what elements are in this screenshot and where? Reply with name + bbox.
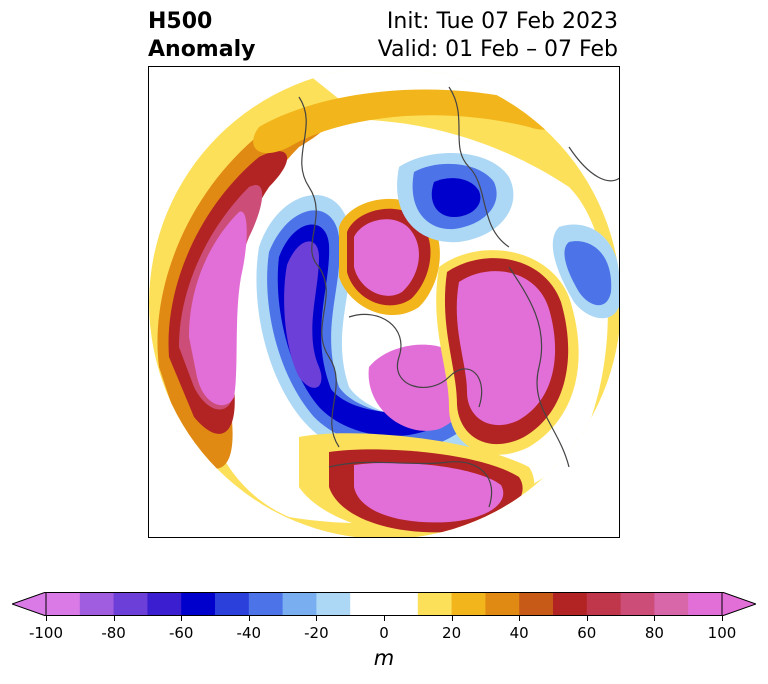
colorbar-over-arrow <box>721 592 756 616</box>
colorbar-tick-label: 100 <box>707 624 737 642</box>
colorbar-bin <box>654 592 689 616</box>
colorbar-bin <box>688 592 723 616</box>
colorbar-tick-label: 80 <box>644 624 664 642</box>
colorbar-unit: m <box>373 646 395 670</box>
colorbar-tick-mark <box>722 616 723 621</box>
colorbar-tick-label: -100 <box>28 624 64 642</box>
colorbar-bin <box>181 592 216 616</box>
colorbar-tick-label: 40 <box>509 624 529 642</box>
east-central-positive-core <box>368 344 468 431</box>
colorbar-tick-label: -40 <box>236 624 262 642</box>
colorbar-under-arrow <box>12 592 47 616</box>
colorbar <box>12 592 756 616</box>
polar-positive-core <box>354 219 419 296</box>
colorbar-bin <box>316 592 351 616</box>
colorbar-bin <box>553 592 588 616</box>
west-negative-deep <box>277 224 476 437</box>
europe-negative-mid <box>564 241 612 306</box>
greenland-negative-core <box>431 178 481 217</box>
colorbar-tick-mark <box>248 616 250 621</box>
colorbar-tick-label: -60 <box>168 624 194 642</box>
colorbar-border <box>45 592 723 616</box>
map-title: H500 Anomaly <box>148 9 256 62</box>
colorbar-bin <box>519 592 554 616</box>
anomaly-map-svg <box>149 67 619 537</box>
colorbar-bin <box>147 592 182 616</box>
north-arc-positive <box>253 89 560 154</box>
colorbar-bin <box>620 592 655 616</box>
colorbar-bin <box>248 592 284 616</box>
colorbar-bin <box>113 592 148 616</box>
colorbar-bin <box>485 592 520 616</box>
map-validity: Init: Tue 07 Feb 2023 Valid: 01 Feb – 07… <box>378 8 618 64</box>
init-time: Init: Tue 07 Feb 2023 <box>386 9 618 34</box>
anomaly-map <box>148 66 620 538</box>
colorbar-tick-label: -20 <box>304 624 329 642</box>
colorbar-bin <box>282 592 317 616</box>
colorbar-bin <box>451 592 486 616</box>
colorbar-tick-mark <box>451 616 453 621</box>
colorbar-bin <box>417 592 453 616</box>
colorbar-tick-mark <box>316 616 318 621</box>
colorbar-tick-label: -80 <box>101 624 126 642</box>
colorbar-tick-mark <box>586 616 588 621</box>
colorbar-bin <box>79 592 115 616</box>
west-positive-core <box>189 211 247 406</box>
colorbar-tick-mark <box>46 616 47 621</box>
colorbar-bin <box>46 592 81 616</box>
colorbar-bin <box>350 592 419 616</box>
colorbar-bin <box>215 592 250 616</box>
colorbar-tick-mark <box>113 616 115 621</box>
colorbar-tick-label: 60 <box>577 624 597 642</box>
colorbar-tick-label: 0 <box>379 624 389 642</box>
colorbar-tick-mark <box>384 616 385 621</box>
coastlines <box>298 86 619 508</box>
colorbar-tick-mark <box>654 616 656 621</box>
colorbar-tick-label: 20 <box>442 624 462 642</box>
valid-range: Valid: 01 Feb – 07 Feb <box>377 37 618 62</box>
colorbar-bin <box>586 592 622 616</box>
us-positive-core <box>354 462 504 523</box>
colorbar-tick-mark <box>181 616 183 621</box>
colorbar-tick-mark <box>519 616 521 621</box>
west-negative-core <box>284 241 322 388</box>
